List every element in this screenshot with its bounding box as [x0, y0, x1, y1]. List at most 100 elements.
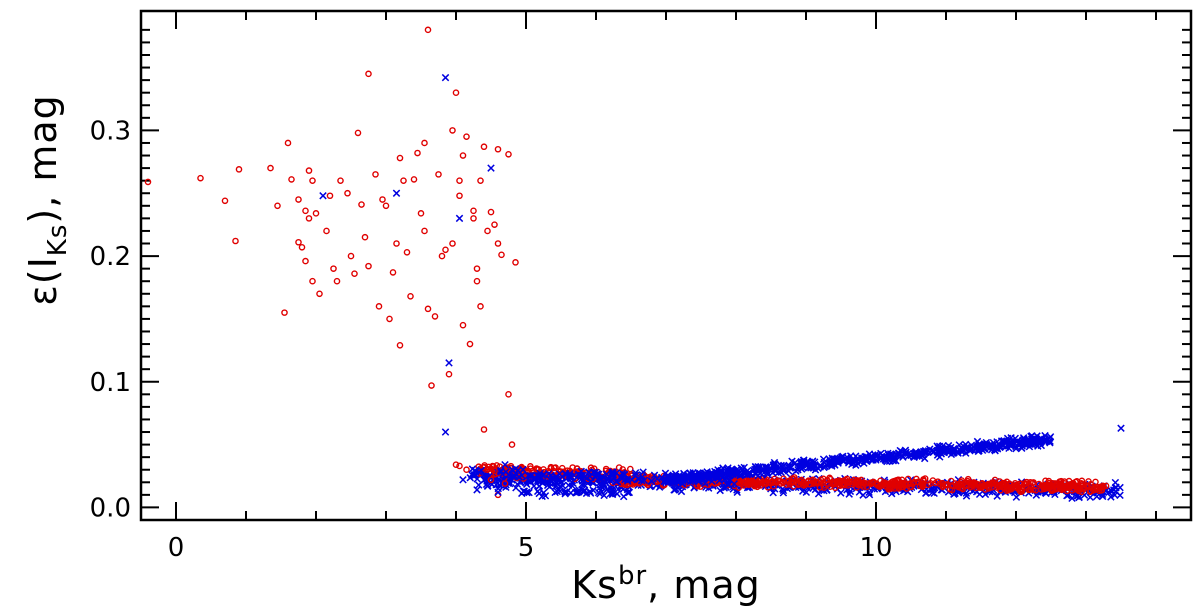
data-point-cross	[647, 477, 656, 486]
data-point-circle	[484, 466, 491, 474]
data-point-circle	[459, 152, 467, 159]
data-point-cross	[846, 452, 855, 460]
data-point-circle	[480, 143, 488, 151]
data-point-circle	[788, 479, 796, 486]
data-point-cross	[543, 481, 552, 490]
data-point-cross	[512, 484, 520, 492]
data-point-circle	[302, 207, 309, 215]
data-point-circle	[393, 240, 400, 247]
y-tick-label: 0.1	[90, 368, 131, 398]
data-point-cross	[804, 464, 813, 472]
data-point-cross	[455, 214, 464, 223]
data-point-cross	[551, 488, 559, 497]
data-point-circle	[809, 476, 817, 484]
data-point-cross	[561, 469, 570, 478]
data-point-circle	[1049, 479, 1056, 487]
data-point-circle	[379, 196, 386, 203]
data-point-cross	[519, 465, 527, 474]
data-point-circle	[487, 476, 495, 484]
data-point-cross	[822, 461, 831, 469]
data-point-circle	[477, 177, 484, 184]
data-point-cross	[929, 485, 937, 494]
data-point-circle	[1038, 486, 1045, 493]
data-point-cross	[785, 462, 794, 471]
data-point-cross	[947, 446, 955, 455]
data-point-circle	[309, 177, 316, 184]
data-point-circle	[235, 166, 243, 173]
data-point-circle	[771, 475, 778, 483]
data-point-circle	[330, 265, 337, 272]
data-point-cross	[935, 447, 944, 455]
data-point-circle	[498, 251, 505, 259]
data-point-cross	[1068, 494, 1076, 503]
data-point-circle	[288, 176, 295, 183]
data-point-cross	[723, 480, 731, 489]
data-point-cross	[1005, 440, 1013, 449]
data-point-circle	[414, 149, 421, 157]
data-point-circle	[347, 252, 355, 260]
data-point-circle	[829, 478, 837, 486]
data-point-cross	[471, 466, 479, 475]
data-point-circle	[435, 171, 442, 178]
data-point-circle	[144, 178, 152, 186]
data-point-circle	[403, 249, 411, 256]
data-point-circle	[1077, 480, 1085, 487]
data-point-cross	[498, 470, 507, 479]
data-point-circle	[351, 270, 358, 277]
data-point-cross	[1022, 441, 1031, 449]
data-point-cross	[533, 487, 542, 496]
x-tick-label: 10	[859, 533, 892, 563]
data-point-cross	[585, 468, 593, 476]
data-point-cross	[625, 488, 634, 497]
data-point-cross	[519, 487, 528, 495]
data-point-cross	[623, 477, 632, 485]
data-point-circle	[305, 215, 313, 222]
data-point-circle	[456, 462, 463, 470]
data-point-circle	[312, 210, 320, 217]
data-point-circle	[421, 227, 428, 235]
data-point-circle	[487, 208, 495, 216]
data-point-cross	[772, 466, 780, 475]
data-point-circle	[323, 227, 330, 235]
y-tick-label: 0.0	[90, 493, 131, 523]
data-point-cross	[483, 482, 492, 490]
data-point-circle	[480, 426, 488, 433]
data-point-cross	[961, 440, 970, 449]
data-point-circle	[895, 482, 903, 490]
data-point-cross	[572, 488, 581, 497]
data-point-cross	[1035, 439, 1044, 448]
data-point-cross	[546, 475, 554, 484]
data-point-circle	[1001, 479, 1008, 487]
data-point-cross	[598, 488, 606, 496]
data-point-cross	[675, 478, 684, 486]
data-point-cross	[608, 489, 617, 498]
data-point-circle	[431, 313, 439, 320]
data-point-cross	[933, 442, 941, 450]
data-point-circle	[505, 150, 512, 158]
data-point-circle	[456, 192, 463, 200]
data-point-cross	[873, 452, 882, 460]
data-point-cross	[1045, 437, 1053, 446]
tick-labels: 0 5 10 0.0 0.1 0.2 0.3	[90, 116, 893, 563]
data-point-circle	[274, 202, 281, 210]
data-point-circle	[326, 192, 334, 200]
data-point-circle	[974, 480, 981, 488]
data-points	[144, 26, 1125, 503]
data-point-cross	[618, 469, 627, 477]
data-point-circle	[295, 196, 302, 203]
data-point-circle	[473, 277, 481, 285]
y-axis-title-sub: Ks	[43, 224, 73, 257]
data-point-cross	[533, 471, 541, 479]
data-point-circle	[948, 486, 956, 494]
data-point-circle	[358, 201, 365, 208]
data-point-circle	[906, 483, 914, 491]
data-point-cross	[779, 486, 788, 495]
data-point-circle	[989, 479, 996, 487]
data-point-cross	[1107, 493, 1115, 501]
data-point-circle	[389, 269, 397, 276]
data-point-cross	[553, 487, 561, 496]
data-point-circle	[1025, 486, 1033, 494]
data-point-cross	[830, 459, 838, 468]
data-point-circle	[221, 197, 229, 205]
data-point-cross	[846, 487, 855, 496]
